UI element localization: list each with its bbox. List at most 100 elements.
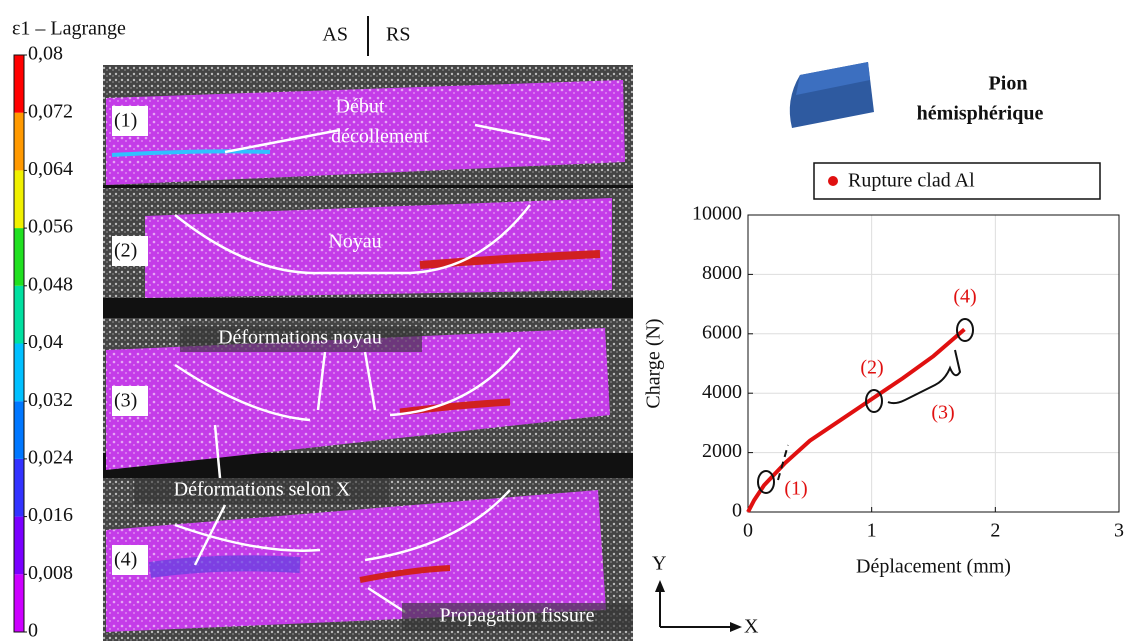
tool-label: Pion [989,73,1028,95]
strain-images: (1) (2) (3) (4) Début décollement Noyau … [103,65,633,641]
strain-band [106,80,625,185]
strain-streak [148,555,301,578]
colorbar-step [14,228,24,286]
strain-band [106,490,606,632]
chart-annotation: (2) [860,357,883,379]
y-tick-label: 10000 [692,203,742,225]
plot-frame [747,214,1120,513]
y-tick-label: 2000 [702,440,742,462]
colorbar-step [14,170,24,229]
nugget-outline [174,363,311,422]
point-marker [865,389,883,413]
tool-label: hémisphérique [917,103,1044,125]
y-tick-label: 0 [732,500,742,522]
plot-area [748,215,1119,512]
annotation: Noyau [328,231,381,253]
chart-annotation: (4) [953,286,976,308]
arrow [316,351,327,411]
x-tick-label: 0 [743,520,753,542]
colorbar-tick-label: 0,032 [28,389,73,411]
chart: 0 2000 4000 6000 8000 10000 0 1 2 3 Déplacement (m… [643,162,1124,578]
colorbar-step [14,458,24,517]
arrow-head [730,622,742,632]
y-tick-label: 6000 [702,321,742,343]
strain-streak [399,398,511,416]
legend-marker [828,176,838,186]
annotation: décollement [331,126,429,148]
colorbar-step [14,285,24,344]
panel-label-box [112,545,148,575]
colorbar-tick-label: 0,048 [28,273,73,295]
x-axis-label: Déplacement (mm) [856,556,1011,578]
chart-annotation: (1) [784,478,807,500]
chart-annotation: (3) [931,402,954,424]
nugget-outline [409,204,531,275]
colorbar-step [14,516,24,575]
axis-icon-label: Y [652,553,666,575]
colorbar-step [14,401,24,459]
strain-band [106,328,610,470]
arrow-head [655,580,665,592]
arrow [367,586,406,614]
colorbar-tick-label: 0,016 [28,504,73,526]
data-line [746,327,966,513]
colorbar-tick-label: 0,024 [28,446,73,468]
panel-label: (1) [114,110,137,132]
annotation-bg [134,478,389,504]
colorbar-step [14,343,24,402]
brace [887,349,962,405]
arrow [474,123,551,142]
nugget-outline [174,214,410,275]
annotation: Propagation fissure [440,605,595,627]
arrow [224,128,341,154]
panel-label: (3) [114,390,137,412]
colorbar-step [14,574,24,632]
legend-box [813,162,1101,200]
annotation: Déformations selon X [174,479,351,501]
annotation-bg [402,603,633,631]
panel-label-box [112,106,148,136]
colorbar-tick-label: 0 [28,620,38,641]
colorbar-tick-label: 0,04 [28,331,63,353]
panel-label: (2) [114,240,137,262]
nugget-outline [364,489,511,562]
strain-streak [419,250,601,269]
arrow [363,351,377,411]
annotation: Début [336,96,385,118]
colorbar: 0 0,008 0,016 0,024 0,032 0,04 0,048 0,056 0,064… [13,43,73,641]
colorbar-tick-label: 0,072 [28,100,73,122]
panel-label-box [112,386,148,416]
tool-icon [796,62,870,95]
point-marker [757,470,775,494]
nugget-outline [389,347,521,417]
colorbar-title: ε1 – Lagrange [12,18,126,40]
nugget-outline [174,523,321,552]
x-tick-label: 3 [1114,520,1124,542]
tangent [777,444,789,481]
y-tick-label: 4000 [702,381,742,403]
colorbar-tick-label: 0,08 [28,43,63,65]
annotation: Déformations noyau [218,327,382,349]
colorbar-step [14,55,24,113]
y-tick-label: 8000 [702,262,742,284]
strain-streak [359,565,451,583]
annotation-bg [180,326,422,352]
colorbar-tick-label: 0,064 [28,158,73,180]
panel-label-box [112,236,148,266]
axis-icon-label: X [744,616,759,638]
arrow [193,504,227,566]
colorbar-step [14,112,24,171]
arrow [213,424,222,479]
strain-streak [111,149,271,157]
panel-label: (4) [114,549,137,571]
legend-entry: Rupture clad Al [848,170,975,192]
point-marker [956,318,974,342]
colorbar-tick-label: 0,056 [28,216,73,238]
side-label: RS [386,24,410,46]
y-axis-label: Charge (N) [643,318,665,408]
colorbar-tick-label: 0,008 [28,562,73,584]
x-tick-label: 2 [990,520,1000,542]
x-tick-label: 1 [867,520,877,542]
side-label: AS [322,24,348,46]
